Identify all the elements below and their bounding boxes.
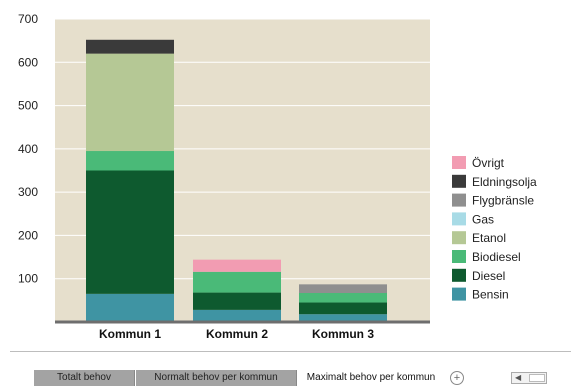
bar-segment [299,302,387,315]
tab-totalt-behov[interactable]: Totalt behov [34,370,135,386]
bar-segment [299,292,387,303]
legend-swatch [452,287,466,301]
legend: Övrigt Eldningsolja Flygbränsle Gas Etanol Bi… [452,156,537,302]
legend-swatch [452,212,466,226]
legend-label: Gas [472,212,494,226]
bar-segment [193,271,281,293]
bar-segment [299,284,387,293]
y-tick-label: 700 [18,12,38,26]
bar-segment [86,170,174,294]
bar-segment [86,151,174,171]
legend-swatch [452,250,466,263]
bar-segment [86,39,174,54]
bar-segment [86,293,174,322]
bars [86,39,387,322]
legend-label: Övrigt [472,156,505,170]
x-axis-ticks: Kommun 1 Kommun 2 Kommun 3 [99,327,374,340]
sheet-tab-bar: Totalt behov Normalt behov per kommun Ma… [0,370,571,388]
legend-label: Diesel [472,269,505,283]
x-tick-label: Kommun 3 [312,327,374,340]
y-tick-label: 200 [18,228,38,242]
bar-segment [193,259,281,272]
y-tick-label: 100 [18,272,38,286]
scroll-thumb[interactable] [529,374,545,382]
bar-segment [86,53,174,152]
tab-normalt-behov[interactable]: Normalt behov per kommun [136,370,297,386]
x-tick-label: Kommun 1 [99,327,161,340]
horizontal-scrollbar[interactable]: ◀ [511,372,547,384]
legend-swatch [452,174,466,188]
legend-swatch [452,268,466,282]
legend-label: Etanol [472,231,506,245]
legend-label: Flygbränsle [472,194,534,208]
y-tick-label: 600 [18,55,38,69]
bar-segment [193,309,281,322]
bar-segment [193,292,281,310]
x-tick-label: Kommun 2 [206,327,268,340]
y-tick-label: 500 [18,99,38,113]
legend-swatch [452,231,466,245]
y-axis-ticks: 100 200 300 400 500 600 700 [18,12,38,286]
legend-label: Biodiesel [472,250,521,264]
legend-swatch [452,193,466,207]
bar-segment [299,314,387,322]
y-tick-label: 400 [18,142,38,156]
legend-swatch [452,156,466,169]
scroll-left-icon[interactable]: ◀ [515,373,522,382]
separator-line [10,351,571,352]
add-tab-icon[interactable]: + [450,371,464,385]
tab-maximalt-behov[interactable]: Maximalt behov per kommun [298,370,444,386]
y-tick-label: 300 [18,185,38,199]
legend-label: Eldningsolja [472,175,537,189]
legend-label: Bensin [472,288,509,302]
